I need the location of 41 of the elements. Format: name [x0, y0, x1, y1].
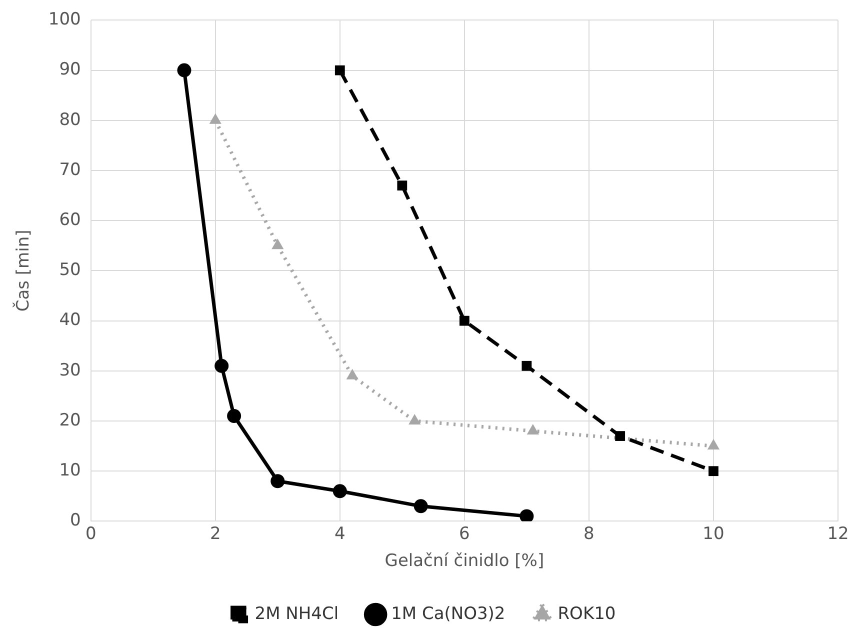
point	[334, 65, 345, 76]
y-tick-label: 20	[59, 410, 81, 430]
x-tick-label: 6	[459, 524, 470, 544]
x-axis-title: Gelační činidlo [%]	[384, 551, 544, 572]
point	[708, 466, 718, 476]
point	[272, 238, 284, 250]
legend-label: ROK10	[558, 604, 616, 624]
y-tick-label: 70	[59, 160, 81, 180]
point	[177, 63, 192, 78]
point	[459, 316, 470, 326]
point	[332, 484, 347, 498]
point	[270, 474, 285, 488]
point	[346, 368, 358, 380]
point	[520, 509, 534, 522]
x-tick-label: 8	[584, 524, 594, 544]
y-axis-title: Čas [min]	[12, 230, 34, 312]
y-tick-label: 90	[59, 60, 81, 80]
point	[522, 360, 532, 371]
y-tick-label: 100	[48, 10, 81, 30]
x-tick-label: 12	[827, 524, 849, 544]
x-tick-label: 0	[85, 524, 96, 544]
point	[615, 431, 626, 441]
point	[214, 358, 229, 373]
legend-label: 1M Ca(NO3)2	[391, 604, 506, 624]
y-tick-label: 50	[59, 260, 81, 280]
point	[397, 180, 408, 190]
point	[526, 424, 539, 435]
y-tick-label: 80	[59, 110, 81, 130]
y-tick-label: 10	[59, 460, 81, 481]
y-tick-label: 0	[70, 510, 81, 531]
x-tick-label: 4	[334, 524, 346, 544]
y-tick-label: 40	[59, 310, 81, 330]
legend-label: 2M NH4Cl	[254, 604, 339, 624]
x-tick-label: 10	[702, 524, 724, 544]
y-tick-label: 30	[59, 360, 81, 380]
point	[227, 408, 242, 423]
point	[414, 499, 428, 514]
x-tick-label: 2	[210, 524, 221, 544]
point	[707, 439, 720, 450]
point	[408, 414, 421, 424]
y-tick-label: 60	[59, 210, 81, 230]
